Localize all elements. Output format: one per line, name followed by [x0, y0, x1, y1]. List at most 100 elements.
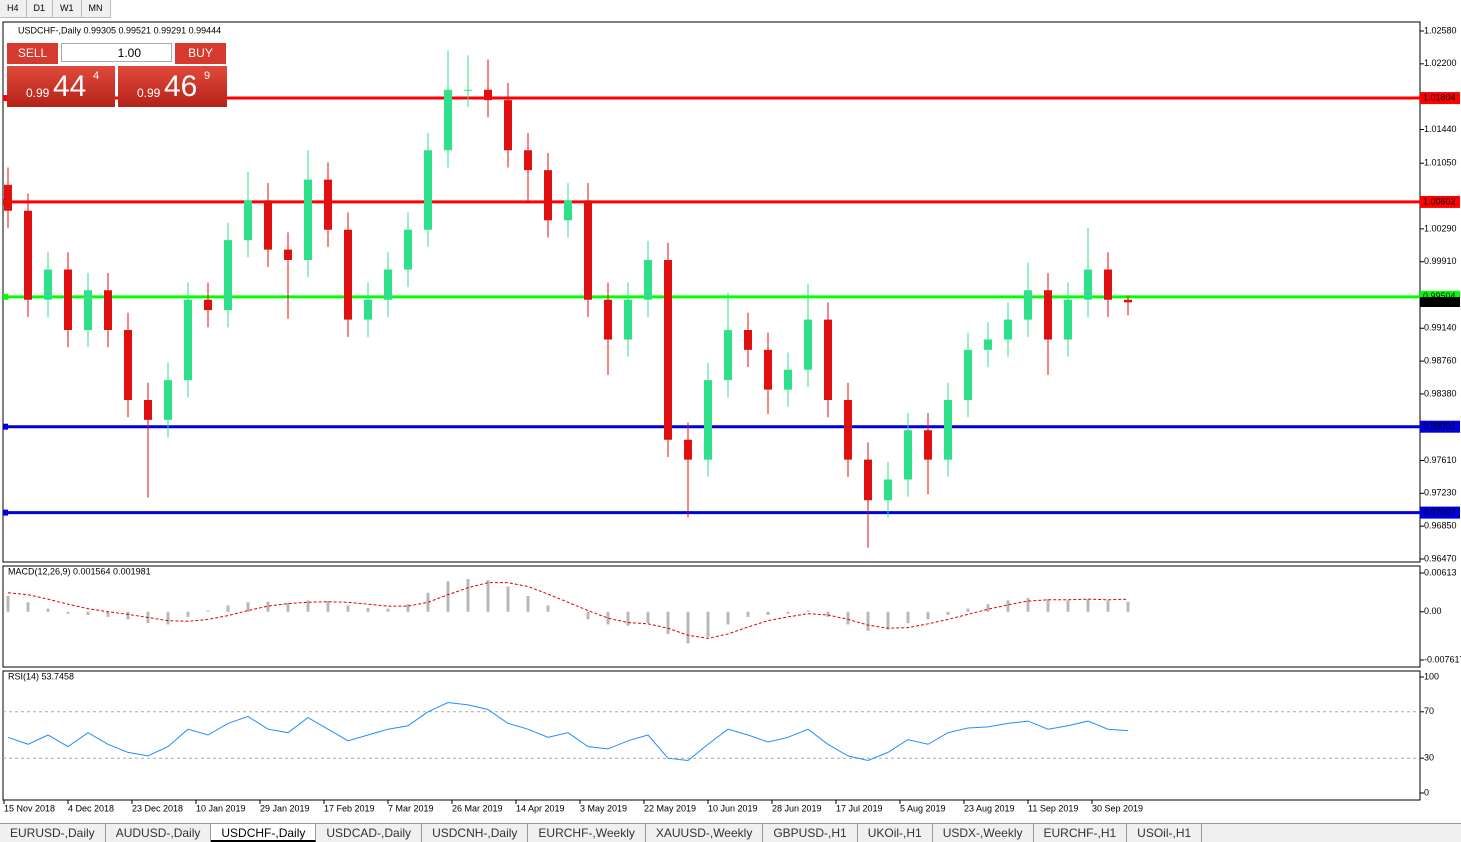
candle-body — [64, 269, 72, 330]
x-tick-label: 26 Mar 2019 — [452, 803, 503, 813]
level-handle — [3, 509, 8, 516]
chart-tab[interactable]: USDX-,Weekly — [933, 824, 1034, 842]
x-tick-label: 28 Jun 2019 — [772, 803, 822, 813]
y-tick-label: 0.96850 — [1424, 521, 1457, 531]
chart-tab[interactable]: UKOil-,H1 — [858, 824, 933, 842]
candle-body — [1004, 319, 1012, 340]
candle-body — [344, 229, 352, 320]
chart-window: USDCHF-,Daily 0.99305 0.99521 0.99291 0.… — [2, 21, 1461, 813]
chart-tab[interactable]: EURUSD-,Daily — [0, 824, 106, 842]
panel-title: RSI(14) 53.7458 — [8, 671, 74, 681]
y-tick-label: 0.99140 — [1424, 323, 1457, 333]
y-tick-label: 100 — [1424, 671, 1439, 681]
candle-body — [504, 100, 512, 151]
y-tick-label: 0.00 — [1424, 606, 1442, 616]
candle-body — [4, 184, 12, 211]
bid-main: 44 — [53, 70, 87, 103]
candle-body — [884, 479, 892, 501]
candle-body — [404, 229, 412, 270]
ask-box[interactable]: 0.99 46 9 — [118, 66, 227, 107]
candle-body — [544, 170, 552, 221]
level-label-box — [1420, 92, 1460, 105]
y-tick-label: 0.96470 — [1424, 553, 1457, 563]
candle-body — [664, 260, 672, 440]
bid-box[interactable]: 0.99 44 4 — [7, 66, 115, 107]
candle-body — [364, 299, 372, 320]
candle-body — [984, 339, 992, 350]
chart-tab[interactable]: USDCHF-,Daily — [211, 824, 317, 842]
candle-body — [1024, 290, 1032, 320]
panel-title: USDCHF-,Daily 0.99305 0.99521 0.99291 0.… — [18, 25, 221, 35]
chart-tab[interactable]: USDCNH-,Daily — [422, 824, 529, 842]
candle-body — [644, 260, 652, 300]
candle-body — [464, 89, 472, 91]
level-label: 0.99504 — [1423, 291, 1456, 301]
candle-body — [704, 380, 712, 460]
candle-body — [1124, 299, 1132, 303]
x-tick-label: 7 Mar 2019 — [388, 803, 434, 813]
bid-sup: 4 — [93, 70, 100, 82]
candle-body — [444, 89, 452, 151]
lot-input[interactable]: 1.00 — [61, 43, 172, 62]
candle-body — [484, 89, 492, 101]
rsi-panel — [2, 670, 1421, 801]
timeframe-button[interactable]: D1 — [26, 0, 54, 18]
ask-sup: 9 — [204, 70, 211, 82]
sell-button[interactable]: SELL — [7, 43, 58, 64]
candle-body — [244, 200, 252, 241]
chart-tab[interactable]: USOil-,H1 — [1127, 824, 1203, 842]
level-label: 1.01804 — [1423, 92, 1456, 102]
candle-body — [144, 399, 152, 420]
candle-body — [724, 329, 732, 381]
timeframe-button[interactable]: W1 — [53, 0, 82, 18]
y-tick-label: 0.97610 — [1424, 455, 1457, 465]
y-tick-label: 70 — [1424, 706, 1434, 716]
y-tick-label: 1.02200 — [1424, 58, 1457, 68]
chart-tab[interactable]: USDCAD-,Daily — [316, 824, 423, 842]
y-tick-label: 1.01440 — [1424, 124, 1457, 134]
level-label: 1.00602 — [1423, 196, 1456, 206]
x-tick-label: 23 Aug 2019 — [964, 803, 1015, 813]
x-tick-label: 17 Jul 2019 — [836, 803, 883, 813]
chart-tab[interactable]: AUDUSD-,Daily — [106, 824, 212, 842]
level-label-box — [1420, 506, 1460, 519]
ask-prefix: 0.99 — [137, 86, 161, 100]
y-tick-label: 0.97230 — [1424, 488, 1457, 498]
candle-body — [744, 329, 752, 350]
x-tick-label: 23 Dec 2018 — [132, 803, 183, 813]
candle-body — [184, 299, 192, 381]
candle-body — [124, 329, 132, 400]
candle-body — [524, 150, 532, 171]
candle-body — [804, 319, 812, 370]
timeframe-button[interactable]: MN — [81, 0, 111, 18]
bid-prefix: 0.99 — [26, 86, 50, 100]
candle-body — [304, 179, 312, 261]
level-handle — [3, 95, 8, 102]
chart-tab[interactable]: GBPUSD-,H1 — [763, 824, 858, 842]
candle-body — [764, 349, 772, 390]
ask-main: 46 — [164, 70, 198, 103]
candle-body — [944, 399, 952, 460]
y-tick-label: 1.01050 — [1424, 158, 1457, 168]
chart-tab[interactable]: EURCHF-,H1 — [1034, 824, 1128, 842]
y-tick-label: 0.98760 — [1424, 355, 1457, 365]
x-tick-label: 17 Feb 2019 — [324, 803, 375, 813]
chart-tab[interactable]: XAUUSD-,Weekly — [646, 824, 764, 842]
candle-body — [1084, 269, 1092, 300]
y-tick-label: -0.007617 — [1424, 654, 1461, 664]
candle-body — [324, 179, 332, 230]
buy-button[interactable]: BUY — [175, 43, 226, 64]
candle-body — [584, 200, 592, 300]
chart-tab[interactable]: EURCHF-,Weekly — [528, 824, 646, 842]
candle-body — [684, 439, 692, 460]
timeframe-button[interactable]: H4 — [0, 0, 27, 18]
candle-body — [924, 430, 932, 460]
candle-body — [824, 319, 832, 400]
candle-body — [624, 299, 632, 340]
x-tick-label: 22 May 2019 — [644, 803, 696, 813]
trade-panel: SELL 1.00 BUY 0.99 44 4 0.99 46 9 — [7, 43, 227, 107]
y-tick-label: 0.99910 — [1424, 256, 1457, 266]
x-tick-label: 14 Apr 2019 — [516, 803, 565, 813]
candle-body — [164, 380, 172, 420]
